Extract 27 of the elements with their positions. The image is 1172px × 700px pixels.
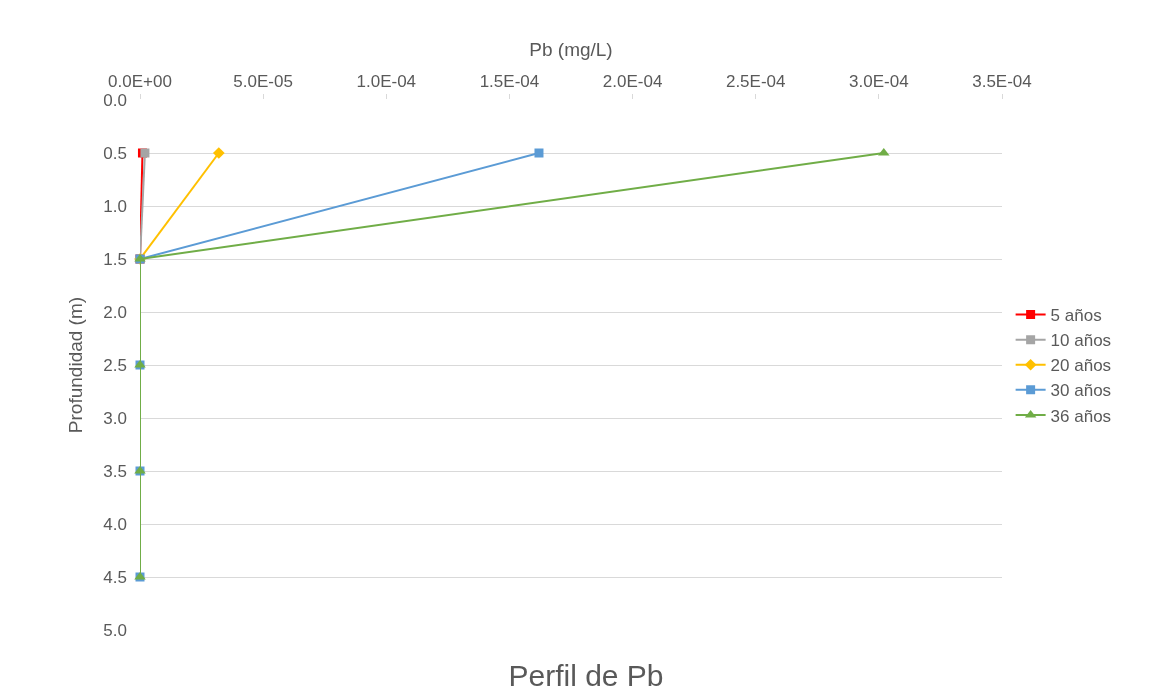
x-tick-label: 2.0E-04: [602, 72, 663, 92]
x-tick-label: 1.0E-04: [356, 72, 417, 92]
x-tick-label: 1.5E-04: [479, 72, 540, 92]
y-tick-label: 4.0: [103, 514, 127, 534]
y-tick-label: 4.5: [103, 567, 127, 587]
x-tick-label: 5.0E-05: [233, 72, 293, 92]
text: Perfil de Pb: [508, 659, 664, 692]
y-tick-label: 5.0: [103, 620, 127, 640]
y-tick-label: 0.5: [103, 143, 127, 163]
y-tick-label: 2.5: [103, 355, 127, 375]
x-tick-label: 0.0E+00: [108, 72, 172, 92]
y-axis-title: Profundidad (m): [65, 296, 87, 434]
y-tick-label: 0.0: [103, 90, 127, 110]
y-tick-label: 1.5: [103, 249, 127, 269]
legend-label: 36 años: [1050, 406, 1112, 426]
legend-label: 30 años: [1050, 381, 1112, 401]
legend-label: 10 años: [1050, 331, 1112, 351]
x-tick-label: 3.0E-04: [849, 72, 909, 92]
x-tick-label: 2.5E-04: [725, 72, 786, 92]
legend-label: 20 años: [1050, 356, 1112, 376]
legend-label: 5 años: [1050, 306, 1102, 326]
y-tick-label: 3.5: [103, 461, 127, 481]
y-tick-label: 2.0: [103, 302, 127, 322]
y-tick-label: 3.0: [103, 408, 127, 428]
x-tick-label: 3.5E-04: [972, 72, 1032, 92]
y-tick-label: 1.0: [103, 196, 127, 216]
x-axis-title: Pb (mg/L): [529, 39, 613, 61]
